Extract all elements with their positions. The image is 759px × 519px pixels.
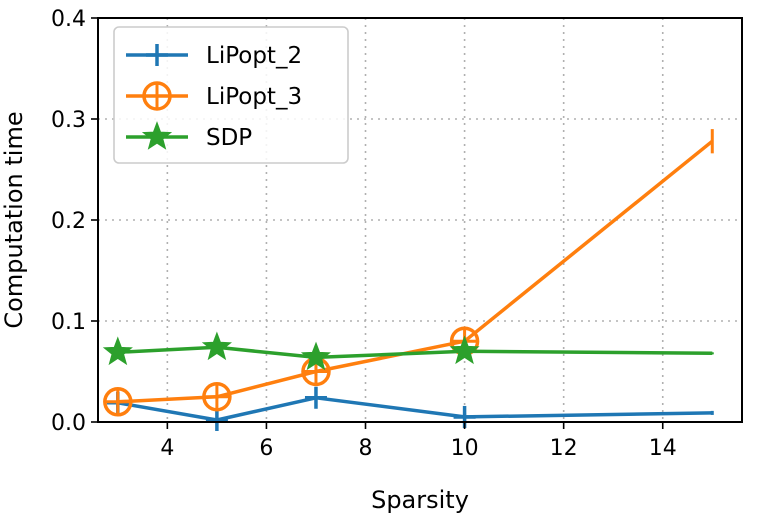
legend-entry: LiPopt_2 <box>126 43 302 69</box>
data-point <box>304 386 327 409</box>
series-SDP <box>102 331 714 371</box>
legend: LiPopt_2 LiPopt_3 SDP <box>113 26 349 164</box>
series-line <box>117 139 714 404</box>
data-point <box>205 408 228 431</box>
y-tick-label: 0.1 <box>51 310 86 335</box>
y-tick-label: 0.0 <box>51 411 86 436</box>
series-line <box>117 345 713 360</box>
x-tick-label: 10 <box>451 436 479 461</box>
series-LiPopt_3 <box>103 129 714 417</box>
legend-entry: SDP <box>126 121 252 151</box>
legend-marker <box>142 81 172 111</box>
data-point <box>202 382 232 412</box>
legend-box <box>113 26 349 164</box>
data-point <box>449 335 480 365</box>
legend-marker <box>146 44 168 66</box>
data-point <box>102 336 133 366</box>
legend-label: LiPopt_3 <box>206 84 302 110</box>
data-point <box>300 341 331 371</box>
y-tick-label: 0.4 <box>51 7 86 32</box>
x-tick-label: 6 <box>259 436 273 461</box>
series-line <box>117 396 713 422</box>
y-tick-label: 0.2 <box>51 209 86 234</box>
y-tick-label: 0.3 <box>51 108 86 133</box>
x-axis-label: Sparsity <box>371 486 469 514</box>
legend-label: LiPopt_2 <box>206 43 302 69</box>
x-tick-label: 8 <box>359 436 373 461</box>
legend-entry: LiPopt_3 <box>126 81 302 111</box>
x-tick-label: 14 <box>649 436 677 461</box>
series-LiPopt_2 <box>106 386 714 431</box>
legend-label: SDP <box>206 125 252 151</box>
data-point <box>201 331 232 361</box>
x-tick-label: 4 <box>160 436 174 461</box>
x-tick-label: 12 <box>550 436 578 461</box>
data-point <box>103 387 133 417</box>
legend-marker <box>141 121 173 150</box>
axes: 4 6 8 10 12 14 0.0 0.1 0.2 0.3 0.4 <box>51 7 677 461</box>
series-layer <box>102 129 714 431</box>
y-axis-label: Computation time <box>0 111 28 328</box>
